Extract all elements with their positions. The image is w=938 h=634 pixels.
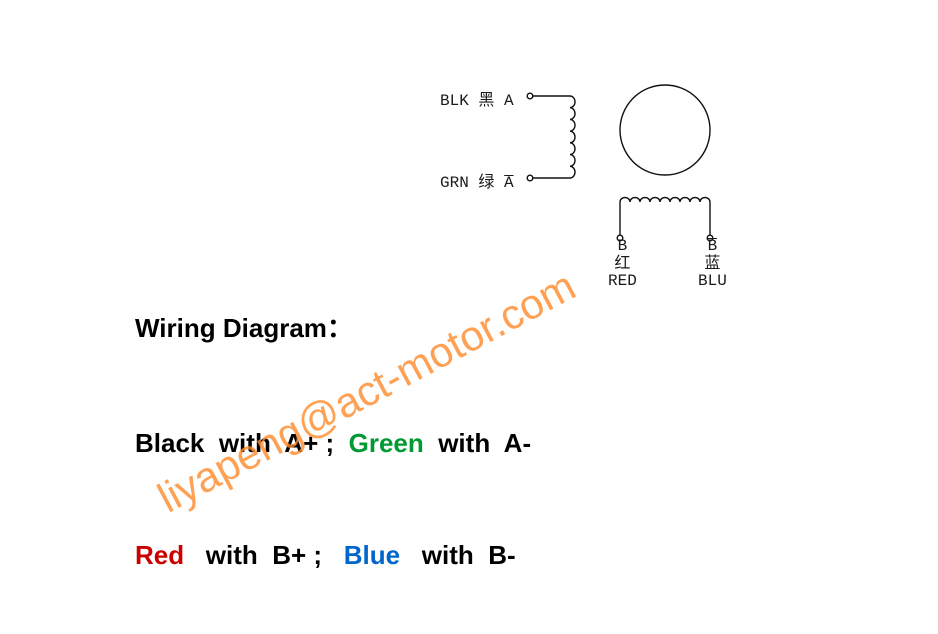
label-b-red: B 红 RED (608, 238, 637, 291)
label-bbar-bot: BLU (698, 273, 727, 291)
wiring-line-b: Red with B+ ; Blue with B- (135, 540, 516, 571)
label-bbar-ch: 蓝 (698, 256, 727, 274)
label-blk-a: BLK 黑 A (440, 86, 514, 110)
label-b-top: B (608, 238, 637, 256)
wiring-line-a: Black with A+ ; Green with A- (135, 428, 531, 459)
label-b-ch: 红 (608, 256, 637, 274)
label-grn-abar: GRN 绿 A̅ (440, 168, 514, 192)
label-bbar-blu: B̅ 蓝 BLU (698, 238, 727, 291)
label-b-bot: RED (608, 273, 637, 291)
canvas: BLK 黑 A GRN 绿 A̅ B 红 RED B̅ 蓝 BLU Wiring… (0, 0, 938, 634)
label-bbar-top: B̅ (698, 238, 727, 256)
wiring-diagram-heading: Wiring Diagram： (135, 308, 353, 345)
